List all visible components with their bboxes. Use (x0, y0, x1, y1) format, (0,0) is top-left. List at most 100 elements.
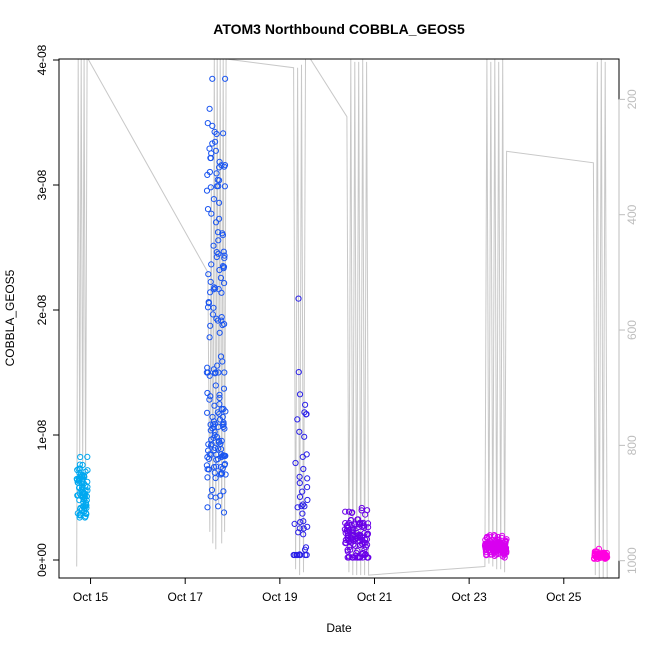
data-point (217, 440, 224, 447)
data-point (207, 289, 214, 296)
data-point (82, 499, 90, 506)
data-point (345, 508, 353, 515)
data-point (207, 493, 214, 500)
data-point (214, 229, 222, 236)
data-points-layer (73, 75, 611, 562)
data-point (207, 322, 214, 329)
data-point (75, 465, 82, 472)
data-point (208, 261, 215, 268)
data-point (344, 554, 351, 561)
y-axis: 0e+00 1e-08 2e-08 3e-08 4e-08 (35, 44, 60, 577)
data-point (212, 382, 219, 389)
data-point (296, 428, 303, 435)
right-tick-label: 600 (625, 320, 639, 340)
data-point (84, 467, 91, 474)
data-point (216, 394, 223, 402)
data-point (304, 496, 311, 504)
data-point (216, 391, 223, 398)
data-point (76, 461, 84, 468)
data-point (219, 321, 226, 329)
data-point (80, 498, 87, 506)
x-tick-label: Oct 25 (546, 590, 582, 604)
data-point (214, 362, 221, 369)
data-point (295, 369, 302, 376)
data-point (204, 409, 211, 416)
x-tick-label: Oct 15 (73, 590, 109, 604)
data-point (300, 525, 307, 532)
data-point (220, 130, 227, 137)
data-point (356, 542, 364, 549)
data-point (355, 521, 362, 528)
data-point (211, 469, 218, 476)
data-point (360, 550, 367, 557)
data-point (482, 540, 489, 547)
right-tick-label: 800 (625, 435, 639, 455)
data-point (365, 524, 372, 531)
data-point (486, 533, 493, 540)
data-point (304, 523, 311, 530)
data-point (222, 75, 229, 82)
data-point (602, 553, 610, 560)
data-point (210, 421, 217, 428)
data-point (216, 199, 223, 206)
data-point (209, 425, 216, 432)
data-point (208, 210, 215, 217)
y-axis-label: COBBLA_GEOS5 (3, 269, 17, 366)
data-point (214, 409, 221, 416)
y-tick-label: 3e-08 (35, 169, 49, 200)
data-point (354, 547, 361, 555)
data-point (213, 170, 220, 177)
data-point (299, 510, 306, 517)
data-point (299, 488, 306, 495)
data-point (206, 105, 213, 112)
data-point (205, 441, 212, 448)
data-point (304, 484, 311, 491)
data-point (296, 493, 304, 500)
data-point (344, 534, 351, 542)
data-point (593, 548, 600, 555)
data-point (295, 529, 302, 536)
data-point (219, 465, 226, 472)
data-point (346, 553, 353, 560)
data-point (77, 453, 84, 461)
data-point (210, 196, 217, 203)
data-point (205, 455, 213, 462)
data-point (487, 548, 494, 556)
flight-track-layer (76, 59, 608, 578)
data-point (215, 445, 222, 452)
data-point (221, 452, 228, 460)
data-point (294, 551, 301, 559)
data-point (358, 540, 365, 547)
data-point (213, 253, 220, 261)
data-point (210, 418, 218, 425)
flight-track-line (76, 59, 608, 578)
right-tick-label: 1000 (625, 547, 639, 574)
data-point (292, 459, 299, 467)
data-point (363, 536, 371, 543)
data-point (74, 479, 82, 486)
data-point (203, 187, 211, 194)
data-point (219, 232, 226, 239)
data-point (304, 475, 311, 482)
data-point (482, 549, 489, 556)
data-point (347, 516, 355, 524)
data-point (217, 353, 225, 360)
data-point (303, 451, 310, 458)
data-point (301, 503, 308, 510)
data-point (298, 503, 305, 510)
data-point (291, 520, 298, 528)
data-point (341, 526, 348, 533)
data-point (206, 145, 213, 152)
data-point (220, 385, 228, 392)
data-point (215, 237, 222, 244)
data-point (205, 466, 212, 473)
data-point (598, 550, 605, 557)
data-point (296, 479, 303, 487)
data-point (295, 295, 302, 302)
data-point (204, 206, 212, 213)
data-point (74, 492, 81, 499)
data-point (216, 266, 223, 274)
data-point (216, 401, 223, 408)
data-point (361, 530, 368, 537)
data-point (364, 530, 371, 537)
